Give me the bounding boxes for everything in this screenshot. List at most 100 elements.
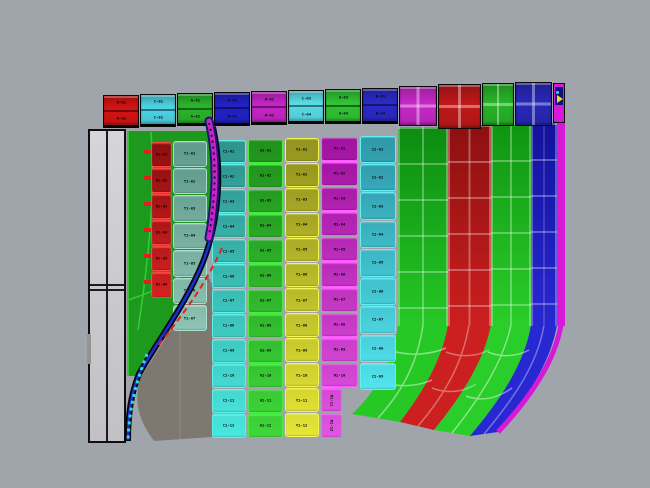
panel-yellow-3[interactable]: Y1-03 [285,187,319,212]
box-magenta-1[interactable]: M-01 M-02 [251,91,287,125]
panel-magenta-4[interactable]: M1-04 [321,212,358,237]
panel-teal-6[interactable]: C1-06 [212,264,246,289]
panel-yellow-9[interactable]: Y1-09 [285,338,319,363]
panel-green-3[interactable]: G1-03 [248,188,283,213]
panel-red-4[interactable]: R1-04 [151,220,172,246]
panel-yellow-6[interactable]: Y1-06 [285,262,319,287]
panel-yellow-8[interactable]: Y1-08 [285,313,319,338]
band-red-tail[interactable] [400,325,491,430]
panel-green-2[interactable]: G1-02 [248,163,283,188]
box-red-grid[interactable] [438,84,481,129]
band-green-right-tail[interactable] [434,325,531,436]
panel-tealgray-3[interactable]: T1-03 [173,195,207,222]
panel-green-7[interactable]: G1-07 [248,288,283,313]
panel-magenta-11[interactable]: M1-11 [321,388,342,413]
panel-teal-7[interactable]: C1-07 [212,289,246,313]
panel-teal-2[interactable]: C1-02 [212,164,246,189]
panel-magenta-7[interactable]: M1-07 [321,287,358,312]
panel-teal-3[interactable]: C1-03 [212,189,246,214]
panel-green-5[interactable]: G1-05 [248,238,283,263]
box-blue-2[interactable]: B-03 B-04 [362,88,398,124]
panel-red-5[interactable]: R1-05 [151,246,172,272]
panel-yellow-2[interactable]: Y1-02 [285,162,319,187]
box-cyan-1[interactable]: C-01 C-02 [140,94,176,127]
panel-yellow-12[interactable]: Y1-12 [285,413,319,438]
panel-magenta-8[interactable]: M1-08 [321,312,358,337]
panel-magenta-5[interactable]: M1-05 [321,237,358,262]
box-blue-grid[interactable] [515,82,552,126]
panel-magenta-6[interactable]: M1-06 [321,262,358,287]
stripe-teal: C1-01 C1-02 C1-03 C1-04 C1-05 C1-06 C1-07 C1-08… [212,139,246,438]
panel-green-6[interactable]: G1-06 [248,263,283,288]
panel-magenta-2[interactable]: M1-02 [321,161,358,186]
box-red-1[interactable]: R-01 R-02 [103,95,139,128]
panel-magenta-12[interactable]: M1-12 [321,413,342,438]
panel-cyan-9[interactable]: C2-09 [360,363,396,391]
band-blue-tail[interactable] [470,325,557,436]
magenta-edge-band[interactable] [557,123,565,326]
panel-cyan-6[interactable]: C2-06 [360,277,396,306]
panel-cyan-5[interactable]: C2-05 [360,249,396,277]
panel-green-8[interactable]: G1-08 [248,313,283,338]
panel-cyan-4[interactable]: C2-04 [360,220,396,249]
panel-teal-9[interactable]: C1-09 [212,338,246,363]
box-blue-1[interactable]: B-01 B-02 [214,92,250,126]
panel-tealgray-7[interactable]: T1-07 [173,305,207,332]
box-label: R-01 [116,100,126,105]
panel-green-12[interactable]: G1-12 [248,413,283,438]
panel-magenta-3[interactable]: M1-03 [321,186,358,212]
box-cyan-2[interactable]: C-03 C-04 [288,90,324,124]
panel-cyan-2[interactable]: C2-02 [360,163,396,192]
panel-green-1[interactable]: G1-01 [248,138,283,163]
panel-teal-12[interactable]: C1-12 [212,413,246,438]
panel-red-1[interactable]: R1-01 [151,141,172,167]
box-green-grid[interactable] [482,83,514,126]
panel-label: Y1-03 [296,197,308,202]
panel-tealgray-4[interactable]: T1-04 [173,222,207,250]
panel-cyan-3[interactable]: C2-03 [360,192,396,220]
panel-cyan-8[interactable]: C2-08 [360,334,396,362]
panel-yellow-4[interactable]: Y1-04 [285,212,319,237]
panel-yellow-11[interactable]: Y1-11 [285,388,319,413]
panel-cyan-1[interactable]: C2-01 [360,135,396,163]
band-green-left-tail[interactable] [352,325,448,422]
panel-tealgray-1[interactable]: T1-01 [173,140,207,167]
panel-green-9[interactable]: G1-09 [248,338,283,363]
panel-green-11[interactable]: G1-11 [248,388,283,413]
panel-teal-10[interactable]: C1-10 [212,363,246,388]
panel-tealgray-6[interactable]: T1-06 [173,277,207,305]
panel-yellow-10[interactable]: Y1-10 [285,363,319,388]
band-red[interactable] [448,125,491,326]
panel-teal-11[interactable]: C1-11 [212,388,246,413]
panel-teal-8[interactable]: C1-08 [212,313,246,338]
magenta-edge-tail[interactable] [496,324,564,434]
panel-green-10[interactable]: G1-10 [248,363,283,388]
panel-yellow-7[interactable]: Y1-07 [285,287,319,313]
panel-magenta-10[interactable]: M1-10 [321,363,358,388]
band-green-left[interactable] [398,127,448,326]
panel-tealgray-5[interactable]: T1-05 [173,250,207,277]
box-magenta-grid[interactable] [399,86,437,126]
box-green-1[interactable]: G-01 G-02 [177,93,213,126]
slab-vertical-divider [106,131,108,441]
gray-slab-panel[interactable] [87,129,126,443]
panel-teal-4[interactable]: C1-04 [212,214,246,239]
panel-red-6[interactable]: R1-06 [151,272,172,298]
band-blue[interactable] [531,123,557,326]
box-green-2[interactable]: G-03 G-04 [325,89,361,124]
end-cap[interactable] [553,83,565,123]
panel-tealgray-2[interactable]: T1-02 [173,167,207,195]
panel-yellow-5[interactable]: Y1-05 [285,237,319,262]
band-green-right[interactable] [491,124,531,326]
panel-green-4[interactable]: G1-04 [248,213,283,238]
panel-teal-5[interactable]: C1-05 [212,239,246,264]
panel-red-3[interactable]: R1-03 [151,193,172,220]
panel-yellow-1[interactable]: Y1-01 [285,137,319,162]
panel-magenta-9[interactable]: M1-09 [321,337,358,363]
panel-cyan-7[interactable]: C2-07 [360,306,396,334]
panel-red-2[interactable]: R1-02 [151,167,172,193]
panel-magenta-1[interactable]: M1-01 [321,136,358,161]
box-row: C-04 [289,107,323,121]
panel-teal-1[interactable]: C1-01 [212,139,246,164]
